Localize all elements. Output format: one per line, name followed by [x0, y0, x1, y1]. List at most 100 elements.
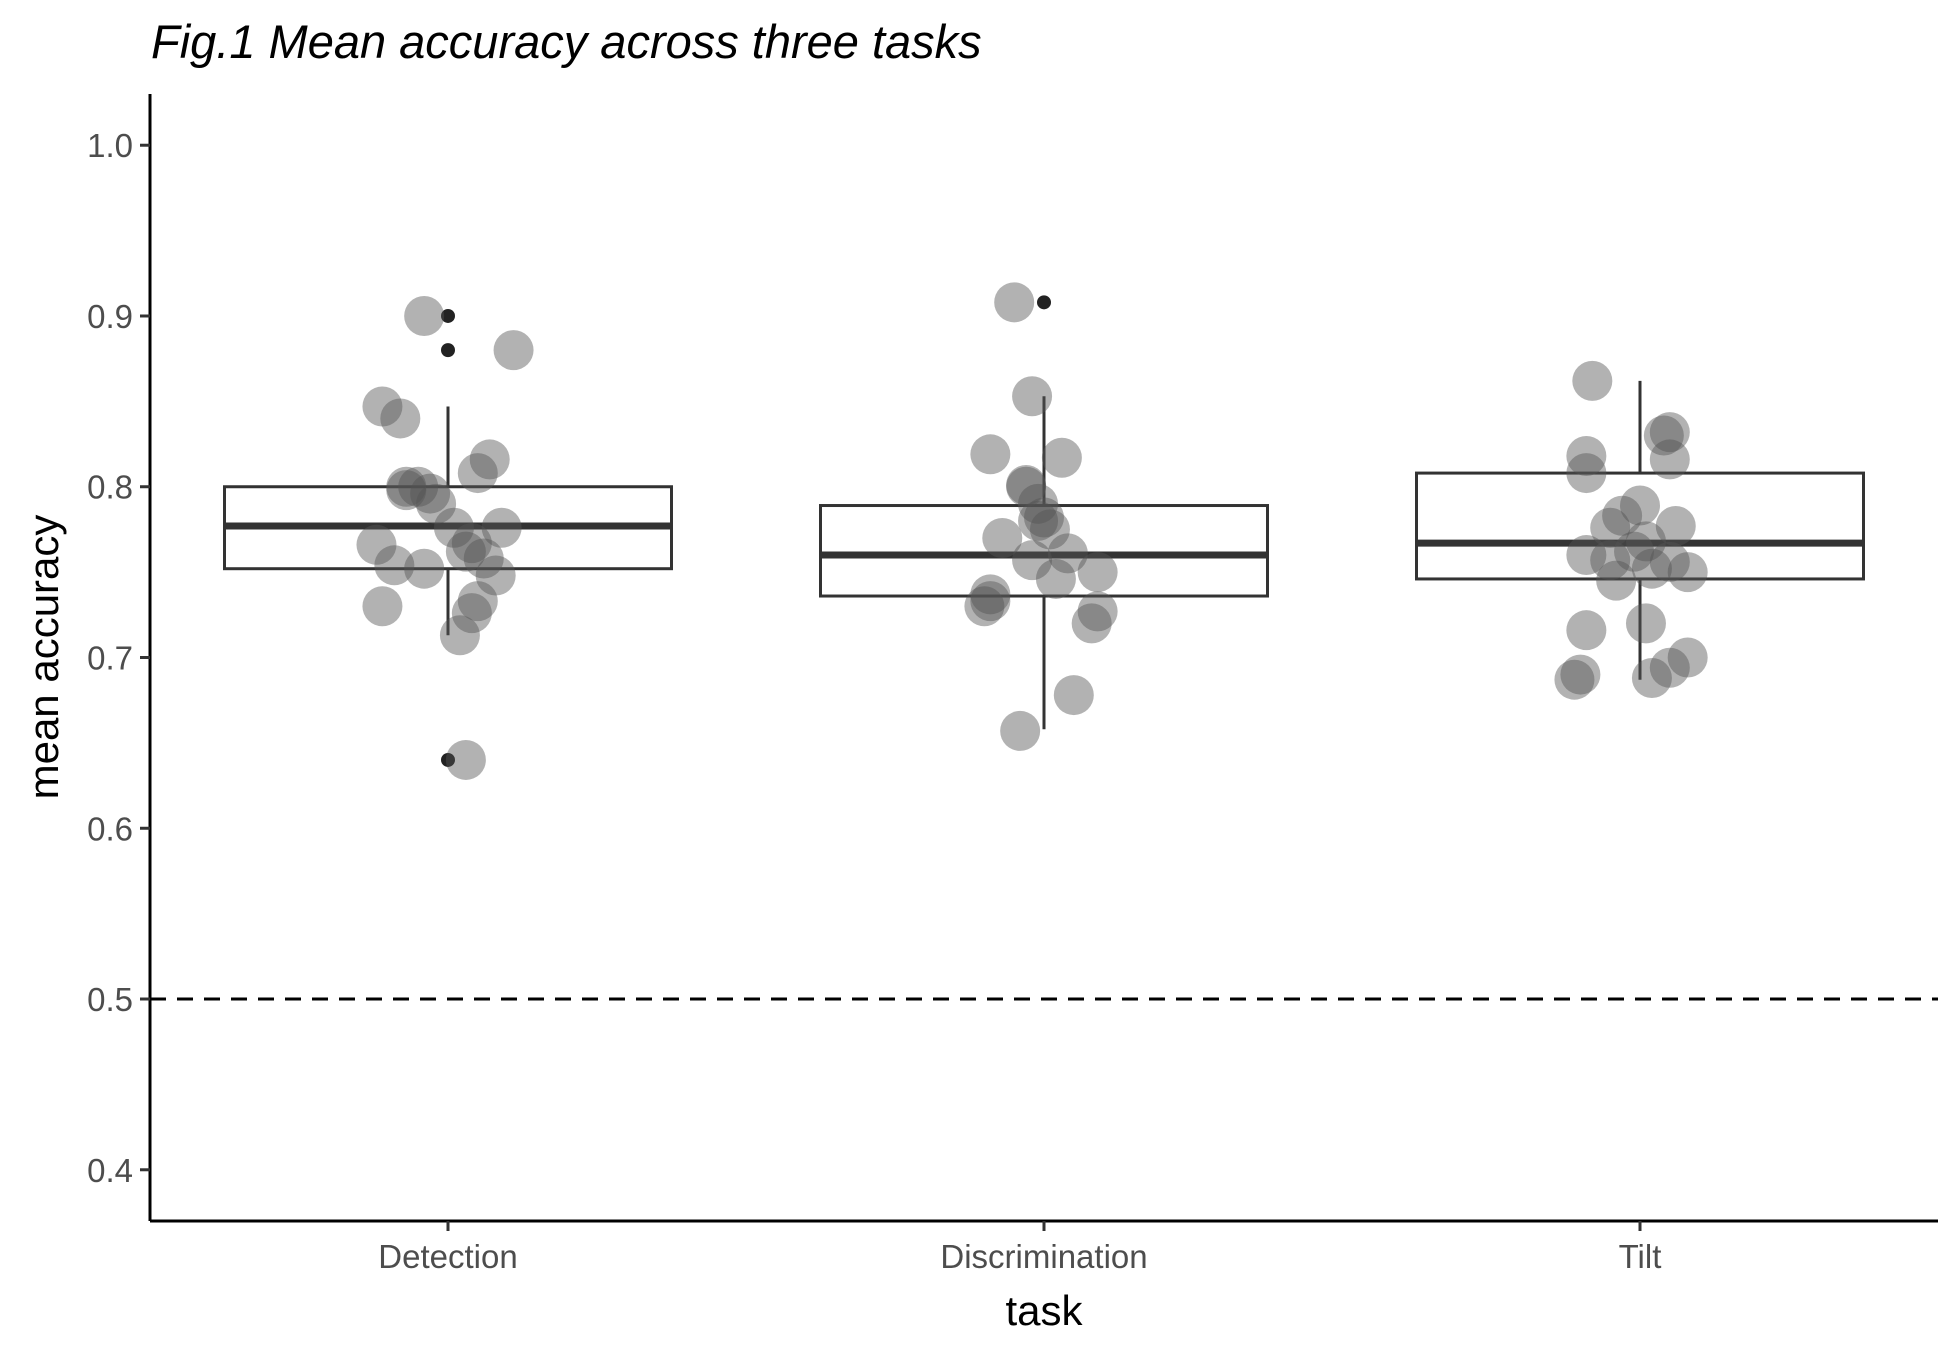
data-point — [1029, 509, 1070, 550]
data-point — [1620, 485, 1660, 526]
data-point — [457, 581, 498, 622]
y-axis-title: mean accuracy — [20, 515, 67, 800]
data-point — [445, 739, 486, 780]
data-point — [1566, 436, 1607, 477]
outlier-point — [441, 343, 455, 358]
data-point — [1024, 497, 1064, 538]
data-point — [404, 295, 445, 336]
data-point — [445, 531, 486, 572]
data-point — [386, 466, 427, 507]
y-tick-label: 0.9 — [87, 298, 133, 335]
data-point — [1012, 376, 1053, 417]
x-axis-title: task — [1005, 1287, 1083, 1334]
data-point — [970, 574, 1011, 615]
data-point — [1554, 659, 1595, 700]
data-point — [451, 593, 492, 634]
data-point — [356, 524, 397, 565]
x-tick-label: Detection — [378, 1238, 517, 1275]
data-point — [457, 453, 498, 494]
data-point — [994, 282, 1035, 323]
y-tick-label: 0.4 — [87, 1152, 133, 1189]
data-point — [386, 470, 427, 511]
data-point — [1053, 675, 1094, 716]
points-detection — [356, 295, 534, 780]
data-point — [1649, 541, 1690, 582]
data-point — [1560, 654, 1601, 695]
data-point — [1667, 552, 1708, 593]
data-point — [433, 507, 474, 548]
data-point — [416, 483, 457, 524]
outlier-point — [1037, 295, 1051, 310]
data-point — [1566, 610, 1607, 651]
plot-area — [150, 282, 1938, 1001]
data-point — [451, 523, 492, 564]
data-point — [1625, 521, 1666, 562]
y-tick-label: 0.6 — [87, 810, 133, 847]
data-point — [1006, 465, 1047, 506]
data-point — [439, 615, 480, 656]
data-point — [1649, 412, 1690, 453]
data-point — [398, 466, 439, 507]
chart-title: Fig.1 Mean accuracy across three tasks — [151, 15, 982, 68]
data-point — [1631, 657, 1672, 698]
points-discrimination — [964, 282, 1118, 751]
data-point — [1012, 540, 1053, 581]
box-detection — [223, 308, 673, 767]
data-point — [1018, 483, 1059, 524]
data-point — [1643, 415, 1684, 456]
y-tick-label: 0.7 — [87, 640, 133, 677]
data-point — [362, 386, 403, 427]
data-point — [1071, 603, 1112, 644]
outlier-point — [441, 308, 455, 323]
data-point — [481, 507, 522, 548]
data-point — [970, 581, 1011, 622]
data-point — [493, 330, 534, 371]
data-point — [982, 517, 1023, 558]
x-tick-label: Tilt — [1619, 1238, 1662, 1275]
axes: 0.4 0.5 0.6 0.7 0.8 0.9 1.0 Detection Discrimina… — [87, 127, 1661, 1275]
data-point — [1018, 500, 1059, 541]
data-point — [404, 548, 445, 589]
data-point — [1667, 637, 1708, 678]
data-point — [469, 439, 510, 480]
data-point — [1655, 506, 1696, 547]
data-point — [1041, 437, 1082, 478]
box-discrimination — [819, 295, 1269, 730]
outlier-point — [441, 752, 455, 767]
box-iqr — [1415, 471, 1865, 581]
data-point — [362, 586, 403, 627]
data-point — [1000, 710, 1041, 751]
data-point — [1566, 453, 1607, 494]
data-point — [1596, 560, 1637, 601]
data-point — [374, 545, 415, 586]
data-point — [1649, 647, 1690, 688]
data-point — [1035, 558, 1076, 599]
x-tick-label: Discrimination — [940, 1238, 1147, 1275]
box-tilt — [1415, 380, 1865, 680]
data-point — [380, 398, 421, 439]
data-point — [1572, 360, 1613, 401]
data-point — [1566, 535, 1607, 576]
points-tilt — [1554, 360, 1708, 700]
data-point — [1625, 603, 1666, 644]
data-point — [1047, 533, 1088, 574]
box-iqr — [819, 504, 1269, 598]
data-point — [463, 538, 504, 579]
data-point — [964, 586, 1005, 627]
data-point — [970, 434, 1011, 475]
data-point — [1649, 439, 1690, 480]
data-point — [1006, 466, 1047, 507]
y-tick-label: 1.0 — [87, 127, 133, 164]
data-point — [410, 473, 451, 514]
data-point — [1590, 507, 1631, 548]
y-tick-label: 0.8 — [87, 469, 133, 506]
data-point — [1614, 531, 1655, 572]
y-tick-label: 0.5 — [87, 981, 133, 1018]
data-point — [475, 555, 516, 596]
data-point — [1590, 540, 1631, 581]
data-point — [1631, 548, 1672, 589]
data-point — [1077, 591, 1118, 632]
data-point — [1602, 495, 1643, 536]
data-point — [1077, 552, 1118, 593]
